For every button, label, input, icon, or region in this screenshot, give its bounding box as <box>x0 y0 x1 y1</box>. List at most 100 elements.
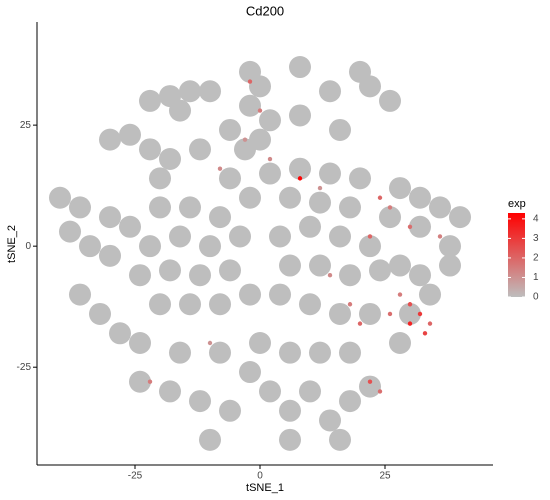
point <box>139 138 161 161</box>
point <box>389 331 411 354</box>
point <box>229 225 251 248</box>
x-tick-label: -25 <box>128 471 143 482</box>
point <box>49 186 71 209</box>
point <box>339 264 361 287</box>
legend-title: exp <box>508 198 526 210</box>
point <box>119 123 141 146</box>
point <box>159 148 181 171</box>
point <box>159 259 181 282</box>
point <box>209 293 231 316</box>
point <box>309 191 331 214</box>
point <box>319 162 341 185</box>
y-axis-label: tSNE_2 <box>6 225 18 263</box>
point <box>249 331 271 354</box>
point <box>279 341 301 364</box>
chart-title: Cd200 <box>246 3 284 18</box>
point <box>207 340 213 346</box>
point <box>279 254 301 277</box>
point <box>357 321 363 326</box>
y-tick-label: -25 <box>17 362 32 373</box>
point <box>349 167 371 190</box>
point <box>269 283 291 306</box>
point <box>279 428 301 451</box>
point <box>89 302 111 325</box>
point <box>299 380 321 403</box>
point <box>369 259 391 282</box>
point <box>189 264 211 287</box>
point <box>139 89 161 112</box>
legend-tick-label: 1 <box>533 272 539 283</box>
point <box>189 138 211 161</box>
point <box>407 224 413 229</box>
point <box>179 80 201 103</box>
point <box>69 196 91 219</box>
point <box>429 196 451 219</box>
point <box>317 185 323 191</box>
point <box>99 244 121 267</box>
point <box>319 80 341 103</box>
point <box>397 292 403 297</box>
legend-colorbar <box>508 213 525 297</box>
point <box>329 428 351 451</box>
y-tick-label: 0 <box>25 241 31 252</box>
x-axis-label: tSNE_1 <box>246 482 284 494</box>
point <box>219 399 241 422</box>
point <box>189 390 211 413</box>
x-tick-label: 0 <box>257 471 263 482</box>
point <box>269 225 291 248</box>
legend-tick-label: 3 <box>533 233 539 244</box>
point <box>289 157 311 180</box>
point <box>149 293 171 316</box>
point <box>217 166 223 171</box>
point <box>377 195 383 200</box>
point <box>329 225 351 248</box>
point <box>289 104 311 127</box>
point <box>419 283 441 306</box>
point <box>209 206 231 229</box>
legend-tick-label: 0 <box>533 292 539 303</box>
point <box>327 273 333 278</box>
point <box>339 341 361 364</box>
point <box>249 75 271 98</box>
point <box>409 264 431 287</box>
point <box>409 215 431 238</box>
point <box>109 322 131 345</box>
point <box>407 321 413 326</box>
point <box>242 137 248 142</box>
y-tick-label: 25 <box>20 120 32 131</box>
point <box>179 196 201 219</box>
point <box>449 206 471 229</box>
point <box>427 321 433 326</box>
point <box>439 235 461 258</box>
point <box>399 302 421 325</box>
point <box>422 331 428 336</box>
point <box>149 167 171 190</box>
point <box>279 399 301 422</box>
point <box>234 138 256 161</box>
point <box>129 264 151 287</box>
point <box>417 311 423 317</box>
point <box>339 390 361 413</box>
point <box>439 254 461 277</box>
point <box>219 118 241 141</box>
point <box>119 215 141 238</box>
point <box>219 259 241 282</box>
point <box>377 389 383 394</box>
point <box>259 380 281 403</box>
point <box>99 206 121 229</box>
point <box>247 79 253 84</box>
point <box>389 254 411 277</box>
point <box>179 293 201 316</box>
point <box>257 108 263 113</box>
point <box>259 162 281 185</box>
point <box>409 186 431 209</box>
point <box>309 254 331 277</box>
point <box>329 302 351 325</box>
point <box>359 302 381 325</box>
point <box>139 235 161 258</box>
point <box>169 225 191 248</box>
point <box>199 428 221 451</box>
point <box>367 379 373 384</box>
point <box>169 341 191 364</box>
point <box>387 205 393 210</box>
